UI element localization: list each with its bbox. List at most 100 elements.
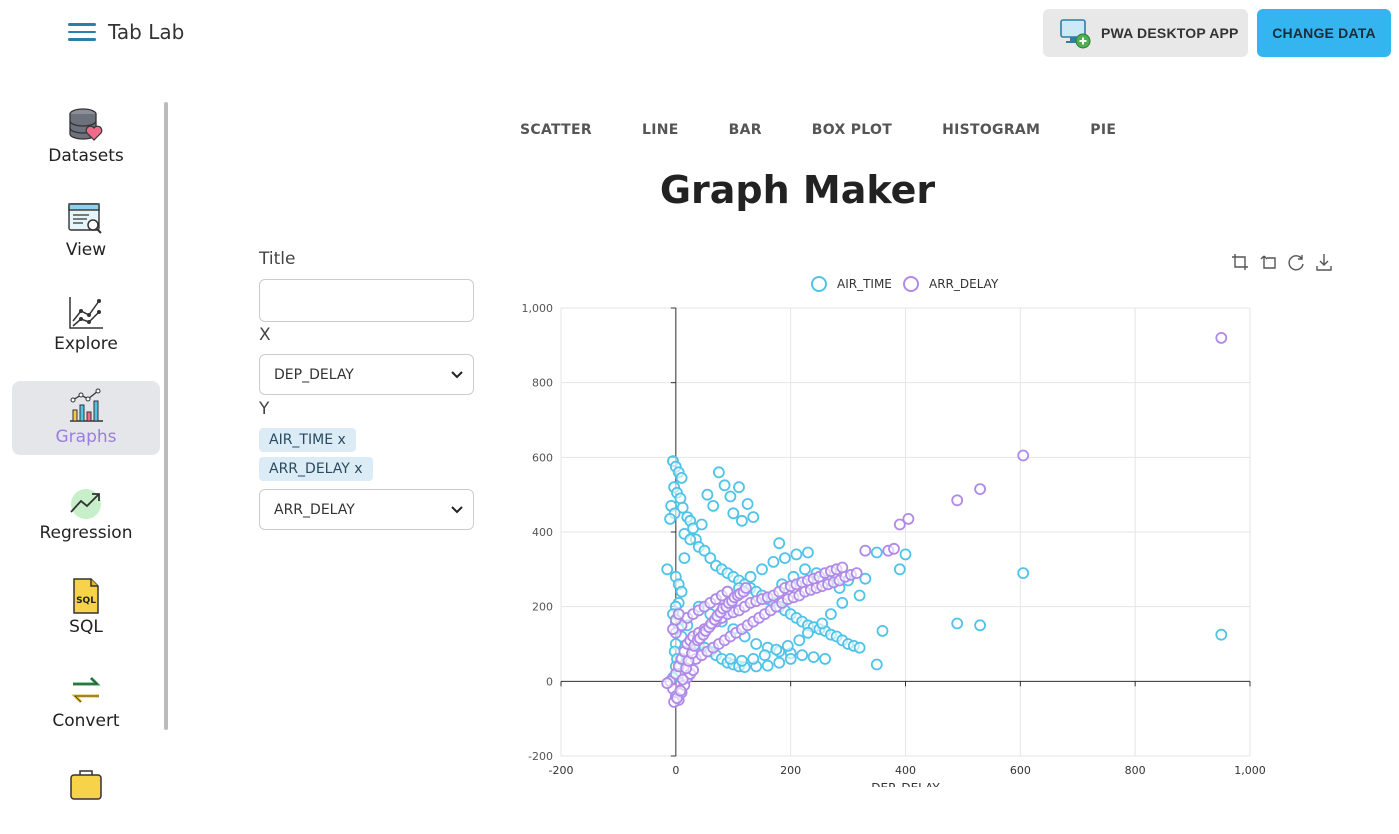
restore-icon[interactable]: [1286, 252, 1306, 272]
data-point: [761, 659, 774, 672]
x-tick-label: -200: [549, 764, 574, 777]
y-tick-label: 200: [532, 601, 553, 614]
tab-pie[interactable]: PIE: [1090, 122, 1117, 138]
regression-trend-icon: [66, 483, 106, 521]
data-point: [870, 658, 883, 671]
explore-line-chart-icon: [66, 294, 106, 332]
data-point: [678, 552, 691, 565]
x-tick-label: 0: [672, 764, 679, 777]
data-point: [741, 498, 754, 510]
sidebar-item-label: SQL: [69, 617, 103, 637]
data-point: [661, 677, 674, 690]
data-point: [893, 563, 906, 576]
data-point: [801, 626, 814, 639]
data-point: [733, 481, 745, 494]
data-point: [1017, 567, 1030, 580]
data-point: [676, 501, 689, 514]
data-point: [807, 651, 820, 664]
data-point: [704, 552, 717, 565]
y-tick-label: 400: [532, 526, 553, 539]
sidebar-divider: [164, 102, 168, 730]
sidebar-item-sql[interactable]: SQL SQL: [12, 571, 160, 645]
change-data-button[interactable]: CHANGE DATA: [1257, 9, 1391, 57]
data-point: [1215, 628, 1228, 641]
y-select[interactable]: ARR_DELAY: [259, 489, 474, 530]
chevron-down-icon: [451, 505, 463, 513]
data-point: [664, 512, 677, 525]
data-point: [893, 518, 906, 531]
x-select[interactable]: DEP_DELAY: [259, 354, 474, 395]
data-point: [695, 518, 708, 531]
sidebar-item-explore[interactable]: Explore: [12, 288, 160, 362]
data-point: [675, 585, 688, 598]
download-icon[interactable]: [1314, 252, 1334, 272]
data-point: [853, 589, 866, 602]
zoom-reset-icon[interactable]: [1258, 252, 1278, 272]
desktop-add-icon: [1060, 19, 1091, 49]
legend-label: ARR_DELAY: [929, 277, 999, 291]
pwa-button-label: PWA DESKTOP APP: [1101, 25, 1239, 41]
x-tick-label: 400: [895, 764, 916, 777]
legend-label: AIR_TIME: [837, 277, 892, 291]
data-point: [951, 617, 964, 630]
tab-bar[interactable]: BAR: [728, 122, 762, 138]
title-input[interactable]: [259, 279, 474, 322]
sidebar-item-regression[interactable]: Regression: [12, 477, 160, 551]
data-point: [859, 572, 872, 585]
x-tick-label: 1,000: [1234, 764, 1266, 777]
view-document-search-icon: [66, 200, 106, 238]
tab-box-plot[interactable]: BOX PLOT: [811, 122, 893, 138]
app-title: Tab Lab: [108, 20, 185, 44]
data-point: [758, 649, 771, 662]
data-point: [799, 563, 811, 576]
x-axis-label: DEP_DELAY: [871, 781, 940, 787]
data-point: [718, 479, 731, 492]
hamburger-menu-icon[interactable]: [68, 18, 100, 44]
title-label: Title: [259, 249, 296, 269]
zoom-select-icon[interactable]: [1230, 252, 1250, 272]
sidebar-item-more[interactable]: [12, 760, 160, 834]
data-point: [870, 546, 883, 559]
data-point: [824, 608, 837, 621]
y-chip-air-time[interactable]: AIR_TIME x: [259, 428, 356, 452]
data-point: [747, 511, 760, 524]
data-point: [750, 638, 763, 650]
data-point: [1017, 449, 1030, 462]
sidebar-item-label: View: [65, 240, 107, 260]
sidebar-item-convert[interactable]: Convert: [12, 665, 160, 739]
data-point: [899, 548, 912, 561]
tab-histogram[interactable]: HISTOGRAM: [942, 122, 1041, 138]
data-point: [773, 537, 786, 550]
data-point: [661, 563, 674, 576]
legend-marker: [903, 276, 919, 292]
tab-line[interactable]: LINE: [641, 122, 679, 138]
toolbox-icon: [66, 766, 106, 804]
data-point: [727, 507, 740, 520]
data-point: [850, 567, 863, 580]
sidebar-item-graphs[interactable]: Graphs: [12, 381, 160, 455]
data-point: [667, 623, 679, 636]
data-point: [801, 546, 814, 559]
data-point: [778, 552, 791, 565]
y-label: Y: [259, 399, 270, 419]
x-label: X: [259, 325, 271, 345]
data-point: [698, 544, 711, 557]
chart-type-tabs: SCATTER LINE BAR BOX PLOT HISTOGRAM PIE: [495, 118, 1141, 146]
data-point: [672, 608, 685, 621]
y-tick-label: 0: [546, 675, 553, 688]
y-tick-label: -200: [528, 750, 553, 763]
sidebar-item-datasets[interactable]: Datasets: [12, 100, 160, 174]
top-bar: Tab Lab PWA DESKTOP APP CHANGE DATA: [0, 0, 1399, 64]
svg-text:SQL: SQL: [76, 596, 96, 606]
tab-scatter[interactable]: SCATTER: [520, 122, 592, 138]
data-point: [724, 652, 737, 665]
chevron-down-icon: [451, 370, 463, 378]
y-chip-arr-delay[interactable]: ARR_DELAY x: [259, 457, 373, 481]
data-point: [790, 548, 803, 561]
pwa-desktop-app-button[interactable]: PWA DESKTOP APP: [1043, 9, 1248, 57]
data-point: [744, 570, 757, 583]
data-point: [902, 512, 915, 525]
convert-arrows-icon: [66, 671, 106, 709]
sidebar-item-view[interactable]: View: [12, 194, 160, 268]
data-point: [951, 494, 964, 507]
